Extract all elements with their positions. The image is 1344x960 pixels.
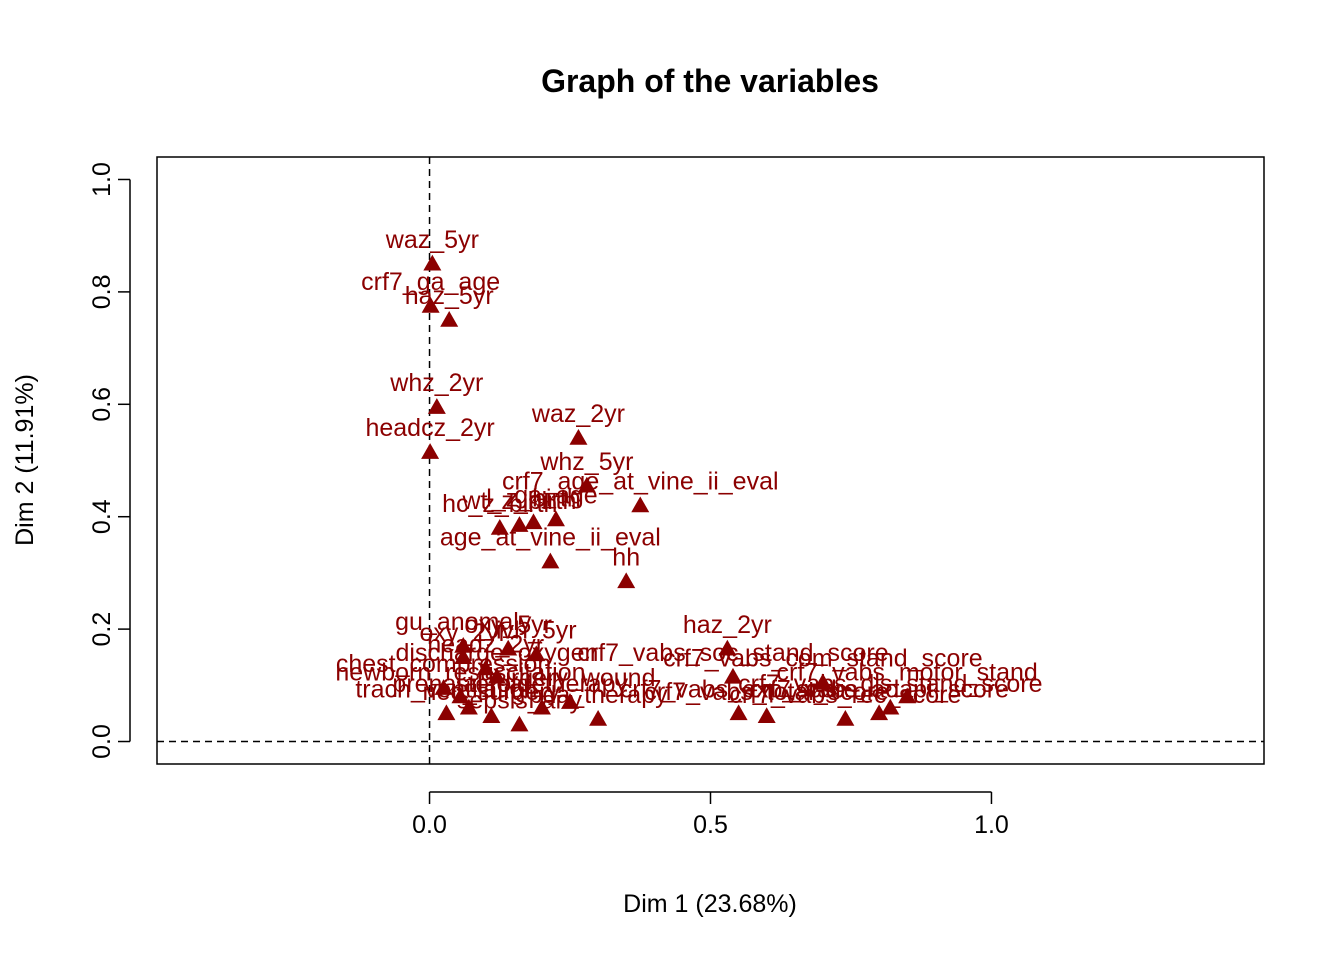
y-axis-label: Dim 2 (11.91%) bbox=[11, 374, 39, 546]
data-point-marker bbox=[723, 667, 742, 684]
data-point-marker bbox=[561, 693, 580, 709]
data-point-marker bbox=[437, 704, 456, 721]
y-tick-label: 0.8 bbox=[88, 275, 116, 310]
data-point-label: prenatal_care bbox=[392, 670, 545, 698]
data-point-marker bbox=[813, 673, 832, 690]
y-tick-label: 0.4 bbox=[88, 499, 116, 534]
data-point-label: crf7_vabs_adapt_score bbox=[749, 675, 1009, 703]
data-point-label: crf7_ga_age bbox=[361, 268, 500, 296]
data-point-marker bbox=[434, 679, 453, 695]
data-point-label: chest_compression bbox=[336, 650, 551, 678]
y-tick-label: 1.0 bbox=[88, 162, 116, 197]
data-point-label: headcz_2yr bbox=[365, 414, 494, 442]
data-point-label: age_at_vine_ii_eval bbox=[440, 524, 661, 552]
data-point-marker bbox=[577, 476, 596, 493]
data-point-marker bbox=[490, 518, 509, 535]
data-point-label: crf7_vabs_com_stand_score bbox=[663, 645, 983, 673]
data-point-marker bbox=[482, 707, 501, 723]
x-tick-label: 1.0 bbox=[974, 811, 1009, 839]
data-point-marker bbox=[836, 710, 855, 726]
data-point-label: wt_z_birth bbox=[461, 487, 576, 515]
y-tick-label: 0.6 bbox=[88, 387, 116, 422]
data-point-label: discharge_oxygen bbox=[396, 639, 599, 667]
data-point-marker bbox=[546, 510, 565, 527]
data-point-marker bbox=[421, 296, 440, 313]
data-point-marker bbox=[870, 704, 889, 721]
y-tick-label: 0.2 bbox=[88, 612, 116, 647]
data-point-marker bbox=[718, 639, 737, 656]
data-point-label: ga_age bbox=[514, 482, 597, 510]
data-point-label: haz_2yr bbox=[683, 611, 772, 639]
data-point-label: newborn_resuscitation bbox=[335, 659, 585, 687]
data-point-label: l_z_birth bbox=[486, 484, 581, 512]
data-point-marker bbox=[569, 429, 588, 445]
data-point-label: oxy_2yr bbox=[419, 619, 507, 647]
data-point-marker bbox=[541, 552, 560, 569]
data-point-label: crf7_vabs_soc_stand_score bbox=[577, 639, 888, 667]
data-point-label: whz_5yr bbox=[539, 448, 633, 476]
data-point-label: crf7_vabs_total_score bbox=[644, 678, 889, 706]
data-point-label: hc_z_birth bbox=[442, 490, 557, 518]
data-point-label: pda_therapy bbox=[529, 681, 669, 709]
data-point-marker bbox=[440, 310, 459, 327]
x-tick-label: 0.5 bbox=[693, 811, 728, 839]
data-point-label: crf7_vabs_exp_score bbox=[620, 675, 858, 703]
data-point-label: crf7_vabs_dls_stand_score bbox=[738, 670, 1042, 698]
data-point-marker bbox=[499, 639, 518, 656]
x-tick-label: 0.0 bbox=[412, 811, 447, 839]
data-point-marker bbox=[427, 398, 446, 414]
data-point-marker bbox=[454, 648, 473, 664]
data-point-marker bbox=[898, 687, 917, 704]
data-point-label: crf7_vabs_rec_score bbox=[729, 681, 961, 709]
data-point-marker bbox=[527, 645, 546, 662]
data-point-label: whz_2yr bbox=[389, 369, 483, 397]
data-point-label: hh bbox=[612, 543, 640, 571]
data-point-marker bbox=[487, 667, 506, 684]
data-point-marker bbox=[451, 687, 470, 704]
data-point-marker bbox=[757, 707, 776, 723]
data-point-marker bbox=[421, 443, 440, 459]
data-point-marker bbox=[454, 636, 473, 653]
chart-title: Graph of the variables bbox=[541, 63, 879, 99]
data-point-label: crf7_vabs_motor_stand bbox=[777, 659, 1038, 687]
data-point-label: crf7_age_at_vine_ii_eval bbox=[502, 467, 779, 495]
x-axis-label: Dim 1 (23.68%) bbox=[623, 890, 797, 918]
data-point-label: sepsis_any bbox=[457, 687, 583, 715]
data-point-marker bbox=[617, 572, 636, 589]
data-point-marker bbox=[631, 496, 650, 513]
data-point-marker bbox=[589, 710, 608, 726]
y-tick-label: 0.0 bbox=[88, 724, 116, 759]
data-point-label: waz_2yr bbox=[531, 400, 625, 428]
data-point-marker bbox=[532, 698, 551, 715]
data-point-marker bbox=[881, 698, 900, 715]
data-point-label: ivh_5yr bbox=[496, 616, 577, 644]
data-point-label: gu_anomaly bbox=[395, 608, 532, 636]
plot-frame bbox=[156, 156, 1265, 765]
data-point-label: haz_5yr bbox=[405, 282, 494, 310]
data-point-marker bbox=[524, 513, 543, 530]
data-point-label: oxy_5yr bbox=[464, 611, 552, 639]
data-point-marker bbox=[423, 254, 442, 271]
data-point-marker bbox=[729, 704, 748, 721]
data-point-label: headz_2yr bbox=[427, 630, 544, 658]
data-point-marker bbox=[476, 659, 495, 676]
data-point-marker bbox=[510, 715, 529, 732]
data-point-label: steroid_therapy bbox=[456, 670, 629, 698]
data-point-marker bbox=[459, 698, 478, 715]
data-point-label: nec_surgery bbox=[423, 678, 561, 706]
data-point-label: waz_5yr bbox=[385, 226, 479, 254]
data-point-label: trach_ventilation bbox=[355, 675, 537, 703]
data-point-marker bbox=[510, 516, 529, 532]
data-point-label: surgery_wound bbox=[485, 664, 656, 692]
